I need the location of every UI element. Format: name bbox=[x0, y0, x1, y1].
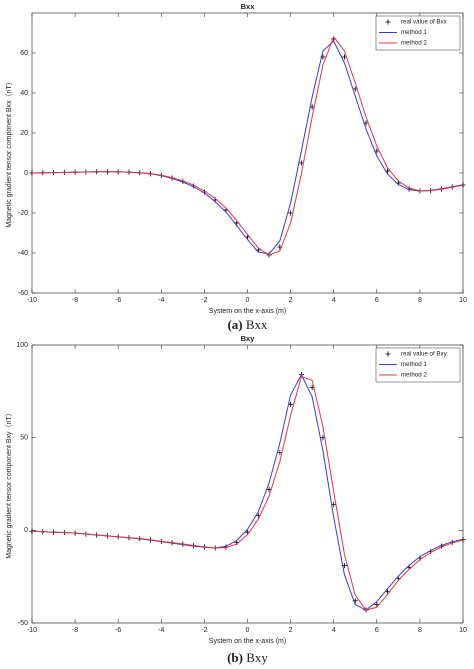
x-tick-label: 8 bbox=[418, 627, 422, 634]
x-tick-label: -6 bbox=[115, 297, 121, 304]
plot-area bbox=[31, 344, 464, 624]
x-tick-label: 6 bbox=[375, 627, 379, 634]
legend-label: method 1 bbox=[401, 29, 427, 36]
y-tick-label: 100 bbox=[16, 342, 28, 349]
caption-tag: (a) bbox=[227, 317, 242, 332]
legend-label: real value of Bxx bbox=[401, 19, 448, 26]
x-tick-label: -2 bbox=[201, 627, 207, 634]
legend-marker bbox=[385, 19, 391, 25]
x-tick-label: 8 bbox=[418, 297, 422, 304]
y-axis-label: Magnetic gradient tensor component Bxy（n… bbox=[5, 409, 13, 558]
x-tick-label: -4 bbox=[158, 627, 164, 634]
y-tick-label: 40 bbox=[20, 90, 28, 97]
caption-text: Bxy bbox=[246, 650, 268, 665]
x-tick-label: 4 bbox=[332, 297, 336, 304]
legend-label: real value of Bxy bbox=[401, 351, 448, 358]
y-tick-label: -50 bbox=[18, 620, 28, 627]
y-tick-label: 0 bbox=[24, 170, 28, 177]
y-axis-label: Magnetic gradient tensor component Bxx（n… bbox=[5, 78, 13, 227]
x-tick-label: 2 bbox=[289, 627, 293, 634]
caption: (b) Bxy bbox=[227, 650, 268, 665]
x-tick-label: 10 bbox=[459, 627, 467, 634]
x-tick-label: 4 bbox=[332, 627, 336, 634]
caption: (a) Bxx bbox=[227, 317, 268, 332]
x-tick-label: 0 bbox=[246, 627, 250, 634]
x-axis-label: System on the x-axis (m) bbox=[209, 308, 286, 315]
series-line bbox=[31, 375, 464, 611]
chart-title: Bxx bbox=[241, 2, 256, 11]
plot-area bbox=[31, 12, 464, 294]
x-tick-label: -10 bbox=[27, 627, 37, 634]
y-tick-label: 50 bbox=[20, 435, 28, 442]
caption-tag: (b) bbox=[227, 650, 243, 665]
caption-text: Bxx bbox=[246, 317, 268, 332]
y-tick-label: -60 bbox=[18, 290, 28, 297]
x-tick-label: 0 bbox=[246, 297, 250, 304]
x-tick-label: -10 bbox=[27, 297, 37, 304]
legend-label: method 2 bbox=[401, 372, 427, 379]
legend-label: method 2 bbox=[401, 40, 427, 47]
x-tick-label: -8 bbox=[72, 297, 78, 304]
x-tick-label: 2 bbox=[289, 297, 293, 304]
y-tick-label: 60 bbox=[20, 50, 28, 57]
x-tick-label: 6 bbox=[375, 297, 379, 304]
legend-marker bbox=[385, 351, 391, 357]
x-tick-label: -8 bbox=[72, 627, 78, 634]
x-tick-label: -4 bbox=[158, 297, 164, 304]
y-tick-label: -20 bbox=[18, 210, 28, 217]
chart-title: Bxy bbox=[241, 334, 256, 343]
x-tick-label: -6 bbox=[115, 627, 121, 634]
y-tick-label: 20 bbox=[20, 130, 28, 137]
x-axis-label: System on the x-axis (m) bbox=[209, 638, 286, 645]
x-tick-label: -2 bbox=[201, 297, 207, 304]
y-tick-label: 0 bbox=[24, 527, 28, 534]
y-tick-label: -40 bbox=[18, 250, 28, 257]
series-line bbox=[31, 35, 464, 256]
legend-label: method 1 bbox=[401, 361, 427, 368]
x-tick-label: 10 bbox=[459, 297, 467, 304]
